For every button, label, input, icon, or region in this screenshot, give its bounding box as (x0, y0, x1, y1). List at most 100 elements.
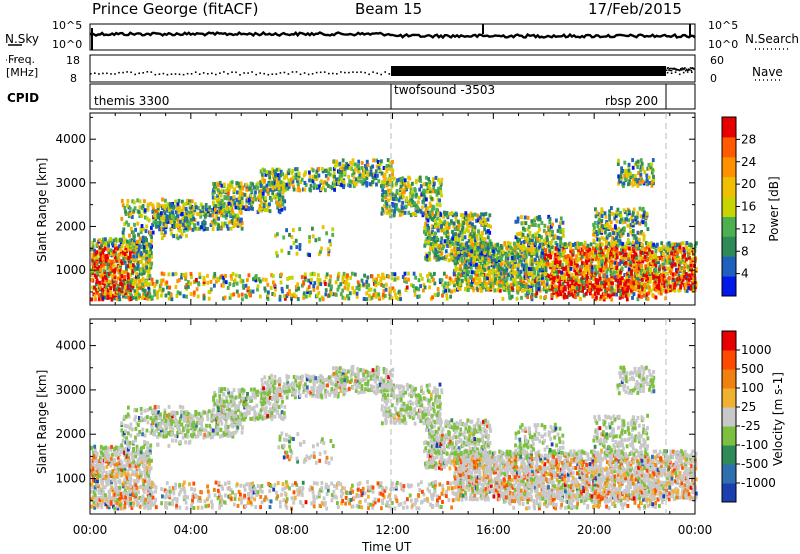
range-gate-cell (476, 242, 480, 246)
range-gate-cell (319, 249, 322, 254)
freq-dot (368, 73, 370, 76)
range-gate-cell (530, 251, 534, 255)
range-gate-cell (551, 250, 554, 255)
range-gate-cell (447, 258, 451, 263)
range-gate-cell (126, 198, 130, 203)
range-gate-cell (222, 283, 225, 288)
range-gate-cell (656, 271, 660, 276)
range-gate-cell (225, 213, 229, 217)
range-gate-cell (91, 243, 95, 248)
range-gate-cell (639, 284, 643, 289)
range-gate-cell (629, 279, 633, 284)
range-gate-cell (251, 197, 255, 202)
range-gate-cell (658, 264, 662, 269)
range-gate-cell (112, 294, 115, 299)
range-gate-cell (678, 245, 682, 250)
range-gate-cell (531, 241, 535, 246)
range-gate-cell (569, 284, 573, 288)
range-gate-cell (338, 170, 341, 174)
range-gate-cell (522, 279, 526, 284)
range-gate-cell (630, 284, 633, 289)
range-gate-cell (138, 239, 141, 244)
range-gate-cell (616, 268, 620, 273)
range-gate-cell (644, 241, 648, 245)
range-gate-cell (113, 282, 117, 287)
range-gate-cell (189, 216, 193, 221)
range-gate-cell (143, 288, 147, 293)
range-gate-cell (613, 254, 617, 259)
range-gate-cell (332, 181, 336, 186)
range-gate-cell (460, 255, 464, 260)
range-gate-cell (428, 257, 432, 262)
freq-dot (150, 71, 153, 73)
range-gate-cell (479, 241, 483, 246)
freq-dot (142, 72, 144, 74)
range-gate-cell (315, 175, 319, 180)
range-gate-cell (438, 180, 442, 185)
range-gate-cell (102, 265, 106, 270)
range-gate-cell (258, 189, 262, 194)
range-gate-cell (409, 213, 413, 218)
y-tick-label: 4000 (55, 132, 86, 146)
range-gate-cell (127, 222, 130, 227)
range-gate-cell (545, 257, 549, 262)
range-gate-cell (638, 206, 642, 211)
range-gate-cell (652, 177, 655, 182)
range-gate-cell (622, 181, 626, 186)
range-gate-cell (134, 227, 137, 232)
range-gate-cell (561, 252, 565, 257)
range-gate-cell (436, 197, 440, 202)
range-gate-cell (468, 220, 472, 225)
range-gate-cell (649, 267, 652, 271)
range-gate-cell (346, 165, 350, 170)
range-gate-cell (296, 181, 300, 186)
range-gate-cell (606, 287, 609, 292)
range-gate-cell (469, 282, 473, 287)
range-gate-cell (666, 271, 669, 276)
range-gate-cell (516, 252, 520, 257)
range-gate-cell (549, 262, 553, 267)
range-gate-cell (641, 206, 645, 211)
range-gate-cell (486, 261, 490, 266)
range-gate-cell (558, 252, 562, 257)
range-gate-cell (516, 285, 520, 290)
range-gate-cell (682, 266, 686, 271)
range-gate-cell (687, 285, 691, 290)
range-gate-cell (103, 246, 107, 251)
range-gate-cell (629, 175, 633, 180)
range-gate-cell (309, 272, 313, 277)
range-gate-cell (351, 271, 354, 276)
range-gate-cell (618, 234, 622, 239)
range-gate-cell (586, 288, 590, 293)
range-gate-cell (478, 277, 482, 282)
range-gate-cell (225, 224, 229, 229)
range-gate-cell (482, 212, 486, 217)
range-gate-cell (558, 221, 562, 226)
range-gate-cell (184, 201, 188, 206)
range-gate-cell (639, 214, 643, 219)
range-gate-cell (328, 172, 332, 177)
range-gate-cell (683, 282, 687, 287)
range-gate-cell (240, 292, 244, 297)
range-gate-cell (225, 207, 229, 211)
range-gate-cell (217, 278, 220, 283)
range-gate-cell (505, 276, 509, 281)
range-gate-cell (499, 283, 503, 288)
range-gate-cell (471, 242, 475, 247)
range-gate-cell (492, 249, 495, 254)
freq-dot (689, 67, 692, 69)
range-gate-cell (454, 241, 458, 246)
range-gate-cell (215, 279, 218, 284)
range-gate-cell (548, 240, 552, 245)
range-gate-cell (578, 288, 582, 293)
range-gate-cell (424, 223, 427, 228)
range-gate-cell (582, 285, 585, 290)
range-gate-cell (538, 227, 541, 232)
range-gate-cell (278, 193, 282, 197)
range-gate-cell (222, 275, 225, 280)
range-gate-cell (571, 248, 575, 253)
range-gate-cell (657, 290, 661, 295)
range-gate-cell (615, 283, 618, 288)
range-gate-cell (196, 226, 200, 231)
range-gate-cell (604, 261, 607, 266)
